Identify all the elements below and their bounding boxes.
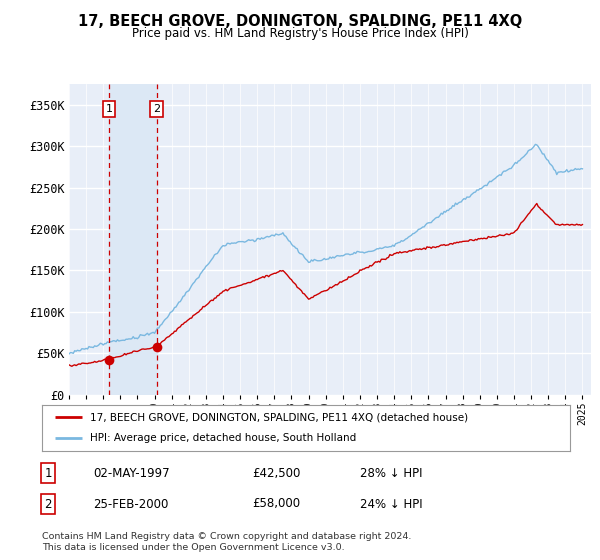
Text: Contains HM Land Registry data © Crown copyright and database right 2024.
This d: Contains HM Land Registry data © Crown c… [42, 532, 412, 552]
Text: Price paid vs. HM Land Registry's House Price Index (HPI): Price paid vs. HM Land Registry's House … [131, 27, 469, 40]
Text: £42,500: £42,500 [252, 466, 301, 480]
Text: 25-FEB-2000: 25-FEB-2000 [93, 497, 169, 511]
Text: 17, BEECH GROVE, DONINGTON, SPALDING, PE11 4XQ (detached house): 17, BEECH GROVE, DONINGTON, SPALDING, PE… [89, 412, 467, 422]
Text: 1: 1 [44, 466, 52, 480]
Text: HPI: Average price, detached house, South Holland: HPI: Average price, detached house, Sout… [89, 433, 356, 444]
Text: £58,000: £58,000 [252, 497, 300, 511]
Text: 2: 2 [44, 497, 52, 511]
Text: 17, BEECH GROVE, DONINGTON, SPALDING, PE11 4XQ: 17, BEECH GROVE, DONINGTON, SPALDING, PE… [78, 14, 522, 29]
Text: 28% ↓ HPI: 28% ↓ HPI [360, 466, 422, 480]
Text: 24% ↓ HPI: 24% ↓ HPI [360, 497, 422, 511]
Bar [109, 84, 157, 395]
Text: 2: 2 [153, 104, 160, 114]
Text: 1: 1 [106, 104, 112, 114]
Text: 02-MAY-1997: 02-MAY-1997 [93, 466, 170, 480]
